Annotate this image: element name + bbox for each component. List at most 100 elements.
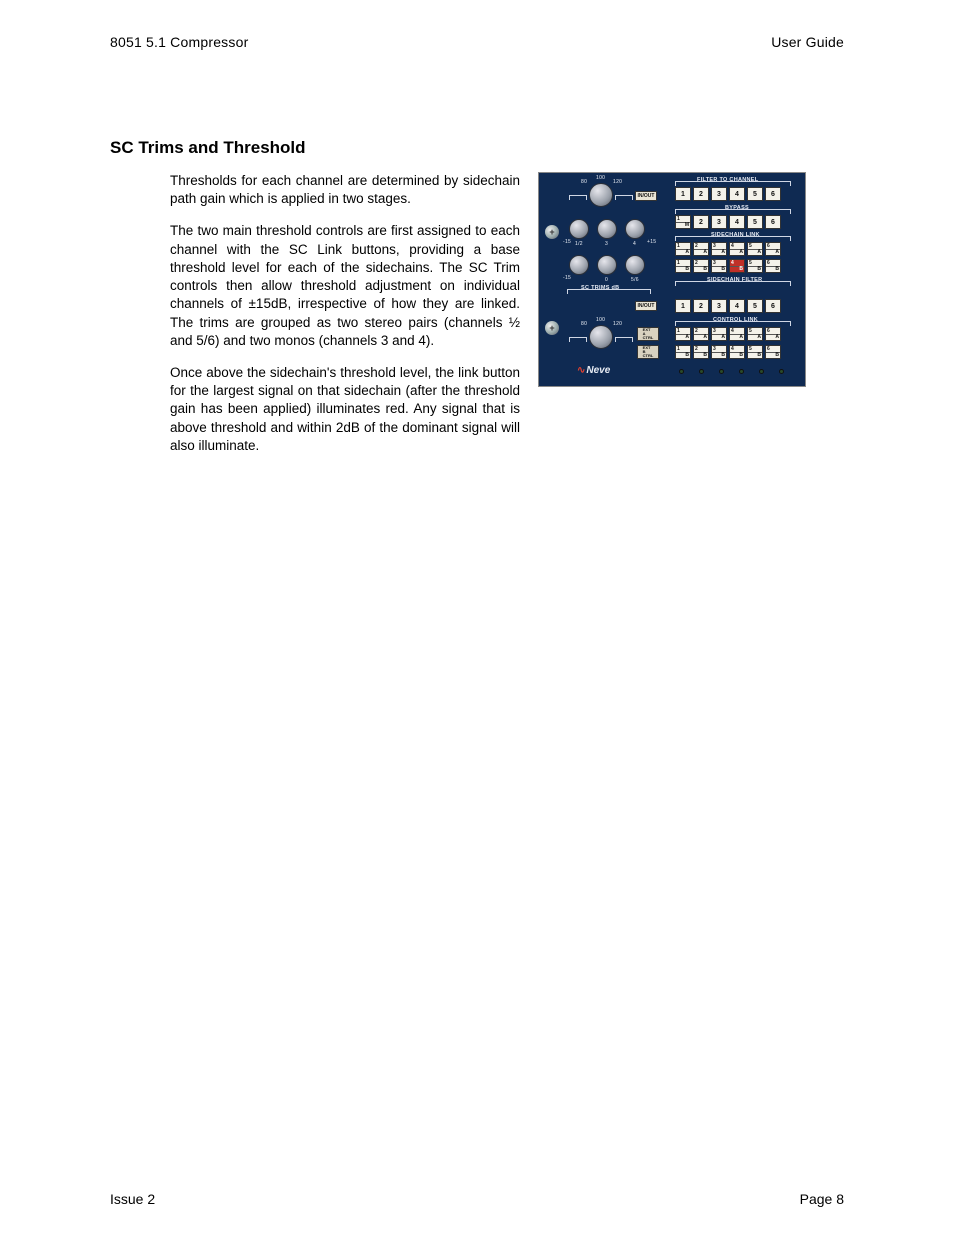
channel-button: 4	[729, 187, 745, 201]
bracket	[569, 337, 587, 338]
paragraph: The two main threshold controls are firs…	[170, 222, 520, 350]
channel-button: 4	[729, 299, 745, 313]
bypass-button: 3	[711, 215, 727, 229]
section-title: SC Trims and Threshold	[110, 138, 844, 158]
knob-sc-trim	[569, 219, 589, 239]
sclink-button: 1B	[675, 259, 691, 273]
footer-right: Page 8	[800, 1191, 844, 1207]
button-row-ctrllink-a: 1A 2A 3A 4A 5A 6A	[675, 327, 781, 341]
channel-button: 5	[747, 187, 763, 201]
tick-label: +15	[647, 239, 656, 245]
indicator-dots	[679, 369, 784, 374]
sclink-button: 5A	[747, 242, 763, 256]
sclink-button: 2A	[693, 242, 709, 256]
bypass-button: 6	[765, 215, 781, 229]
ctrllink-button: 3B	[711, 345, 727, 359]
bracket	[569, 195, 587, 196]
paragraph: Once above the sidechain's threshold lev…	[170, 364, 520, 455]
screw-icon	[545, 321, 559, 335]
button-row-bypass: 1M 2 3 4 5 6	[675, 215, 781, 229]
in-out-button: IN/OUT	[635, 191, 657, 201]
button-row-sclink-a: 1A 2A 3A 4A 5A 6A	[675, 242, 781, 256]
tick-label: 80	[581, 179, 587, 185]
ctrllink-button: 2B	[693, 345, 709, 359]
ext-ctrl-button: EXTACTRL	[637, 327, 659, 341]
tick-label: 100	[596, 317, 605, 323]
sclink-button: 3A	[711, 242, 727, 256]
ctrllink-button: 3A	[711, 327, 727, 341]
section-header: SIDECHAIN LINK	[711, 232, 760, 238]
bypass-button: 1M	[675, 215, 691, 229]
bypass-button: 4	[729, 215, 745, 229]
footer-left: Issue 2	[110, 1191, 155, 1207]
channel-button: 1	[675, 299, 691, 313]
trim-pair-label: 3	[605, 241, 608, 247]
tick-label: 100	[596, 175, 605, 181]
bracket	[615, 337, 633, 338]
sclink-button: 2B	[693, 259, 709, 273]
knob-filter-freq	[589, 183, 613, 207]
body-text: Thresholds for each channel are determin…	[170, 172, 520, 469]
bracket	[567, 289, 651, 290]
sclink-button: 1A	[675, 242, 691, 256]
sclink-button: 3B	[711, 259, 727, 273]
ctrllink-button: 4B	[729, 345, 745, 359]
channel-button: 3	[711, 299, 727, 313]
screw-icon	[545, 225, 559, 239]
section-header: CONTROL LINK	[713, 317, 758, 323]
sclink-button: 4A	[729, 242, 745, 256]
section-header: FILTER TO CHANNEL	[697, 177, 758, 183]
tick-label: -15	[563, 275, 571, 281]
channel-button: 1	[675, 187, 691, 201]
ctrllink-button: 5B	[747, 345, 763, 359]
tick-label: 0	[605, 277, 608, 283]
header-right: User Guide	[771, 34, 844, 50]
ctrllink-button: 6A	[765, 327, 781, 341]
trim-pair-label: 5/6	[631, 277, 639, 283]
trim-pair-label: 1/2	[575, 241, 583, 247]
ctrllink-button: 5A	[747, 327, 763, 341]
knob-sc-trim	[597, 219, 617, 239]
sclink-button-lit: 4B	[729, 259, 745, 273]
tick-label: 120	[613, 179, 622, 185]
header-left: 8051 5.1 Compressor	[110, 34, 248, 50]
channel-button: 3	[711, 187, 727, 201]
ctrllink-button: 2A	[693, 327, 709, 341]
page: 8051 5.1 Compressor User Guide SC Trims …	[0, 0, 954, 1235]
tick-label: -15	[563, 239, 571, 245]
knob-sc-trim	[597, 255, 617, 275]
channel-button: 5	[747, 299, 763, 313]
figure: 80 100 120 IN/OUT FILTER TO CHANNEL 1 2 …	[538, 172, 808, 469]
channel-button: 6	[765, 187, 781, 201]
bracket	[615, 195, 633, 196]
channel-button: 6	[765, 299, 781, 313]
section-header: SC TRIMS dB	[581, 285, 619, 291]
running-footer: Issue 2 Page 8	[110, 1191, 844, 1207]
paragraph: Thresholds for each channel are determin…	[170, 172, 520, 208]
button-row-sclink-b: 1B 2B 3B 4B 5B 6B	[675, 259, 781, 273]
running-header: 8051 5.1 Compressor User Guide	[110, 34, 844, 50]
button-row-ctrllink-b: 1B 2B 3B 4B 5B 6B	[675, 345, 781, 359]
ctrllink-button: 4A	[729, 327, 745, 341]
tick-label: 120	[613, 321, 622, 327]
brand-logo: ∿Neve	[577, 365, 610, 376]
knob-sc-trim	[569, 255, 589, 275]
content-row: Thresholds for each channel are determin…	[110, 172, 844, 469]
knob-filter-freq	[589, 325, 613, 349]
button-row-filter-to-channel: 1 2 3 4 5 6	[675, 187, 781, 201]
ext-ctrl-button: EXTBCTRL	[637, 345, 659, 359]
sclink-button: 6B	[765, 259, 781, 273]
bypass-button: 5	[747, 215, 763, 229]
channel-button: 2	[693, 299, 709, 313]
knob-sc-trim	[625, 219, 645, 239]
button-row-scfilter: 1 2 3 4 5 6	[675, 299, 781, 313]
section-header: BYPASS	[725, 205, 749, 211]
trim-pair-label: 4	[633, 241, 636, 247]
sclink-button: 5B	[747, 259, 763, 273]
knob-sc-trim	[625, 255, 645, 275]
sclink-button: 6A	[765, 242, 781, 256]
section-header: SIDECHAIN FILTER	[707, 277, 762, 283]
hardware-panel: 80 100 120 IN/OUT FILTER TO CHANNEL 1 2 …	[538, 172, 806, 387]
channel-button: 2	[693, 187, 709, 201]
tick-label: 80	[581, 321, 587, 327]
